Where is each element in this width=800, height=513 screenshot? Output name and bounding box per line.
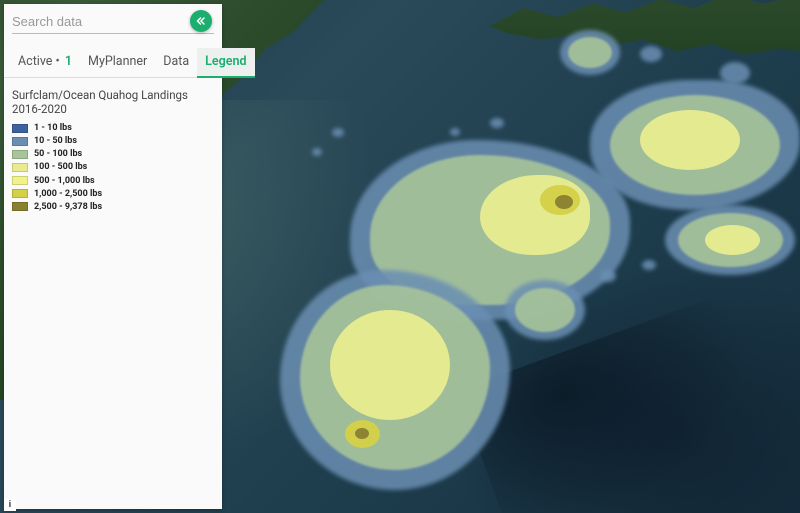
legend-label: 10 - 50 lbs xyxy=(34,135,77,147)
legend-row: 50 - 100 lbs xyxy=(12,148,214,160)
density-dot xyxy=(640,46,662,62)
legend-row: 10 - 50 lbs xyxy=(12,135,214,147)
tab-label: Data xyxy=(163,54,189,69)
tab-data[interactable]: Data xyxy=(155,48,197,77)
search-wrap xyxy=(12,10,214,34)
legend-row: 1 - 10 lbs xyxy=(12,122,214,134)
density-dot xyxy=(450,128,460,136)
legend-swatch xyxy=(12,137,28,146)
density-blob xyxy=(640,110,740,170)
attribution-button[interactable]: i xyxy=(4,499,16,511)
density-hotspot xyxy=(355,428,369,439)
density-hotspot xyxy=(555,195,573,209)
tab-separator: • xyxy=(56,54,63,69)
collapse-panel-button[interactable] xyxy=(190,10,212,32)
density-blob xyxy=(330,310,450,420)
legend-row: 100 - 500 lbs xyxy=(12,161,214,173)
legend-row: 2,500 - 9,378 lbs xyxy=(12,201,214,213)
density-dot xyxy=(332,128,344,137)
legend-swatch xyxy=(12,202,28,211)
density-blob xyxy=(480,175,590,255)
legend-swatch xyxy=(12,189,28,198)
chevron-left-double-icon xyxy=(195,15,207,27)
map-viewport[interactable]: Active • 1 MyPlanner Data Legend Surfcla… xyxy=(0,0,800,513)
tab-label: Legend xyxy=(205,54,246,69)
density-dot xyxy=(600,270,616,282)
density-dot xyxy=(720,62,750,84)
legend-label: 100 - 500 lbs xyxy=(34,161,87,173)
tab-label: Active xyxy=(18,54,52,69)
tab-label: MyPlanner xyxy=(88,54,147,69)
tab-legend[interactable]: Legend xyxy=(197,48,254,78)
tab-active[interactable]: Active • 1 xyxy=(10,48,80,77)
legend-swatch xyxy=(12,163,28,172)
legend-label: 50 - 100 lbs xyxy=(34,148,82,160)
legend-label: 1 - 10 lbs xyxy=(34,122,72,134)
legend-body: Surfclam/Ocean Quahog Landings 2016-2020… xyxy=(4,78,222,224)
density-blob xyxy=(705,225,760,255)
tab-myplanner[interactable]: MyPlanner xyxy=(80,48,155,77)
legend-label: 1,000 - 2,500 lbs xyxy=(34,188,102,200)
legend-label: 500 - 1,000 lbs xyxy=(34,175,95,187)
legend-swatch xyxy=(12,150,28,159)
density-dot xyxy=(312,148,322,156)
tabs-row: Active • 1 MyPlanner Data Legend xyxy=(4,38,222,78)
density-blob xyxy=(568,37,612,68)
density-blob xyxy=(515,288,575,332)
legend-row: 1,000 - 2,500 lbs xyxy=(12,188,214,200)
side-panel: Active • 1 MyPlanner Data Legend Surfcla… xyxy=(4,4,222,509)
legend-row: 500 - 1,000 lbs xyxy=(12,175,214,187)
legend-label: 2,500 - 9,378 lbs xyxy=(34,201,102,213)
legend-title: Surfclam/Ocean Quahog Landings 2016-2020 xyxy=(12,88,214,116)
density-dot xyxy=(642,260,656,270)
tab-active-count: 1 xyxy=(65,54,72,69)
legend-swatch xyxy=(12,176,28,185)
info-icon: i xyxy=(9,500,11,510)
legend-swatch xyxy=(12,124,28,133)
search-input[interactable] xyxy=(12,10,214,33)
density-dot xyxy=(490,118,504,128)
land-mass xyxy=(490,0,800,80)
